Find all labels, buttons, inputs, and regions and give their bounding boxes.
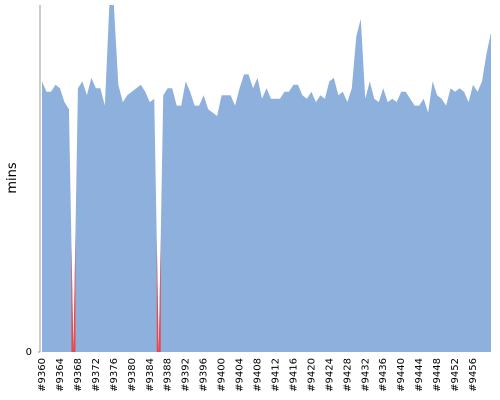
failure-mark <box>156 237 161 352</box>
x-tick-label: #9384 <box>145 358 156 392</box>
x-tick-label: #9412 <box>270 358 281 392</box>
x-tick-label: #9444 <box>414 358 425 392</box>
x-tick-label: #9456 <box>468 358 479 392</box>
y-tick-label: 0 <box>26 347 32 358</box>
area <box>42 5 491 352</box>
x-tick-label: #9376 <box>109 358 120 392</box>
x-tick-label: #9360 <box>37 358 48 392</box>
x-tick-label: #9452 <box>450 358 461 392</box>
x-tick-label: #9368 <box>73 358 84 392</box>
x-tick-label: #9388 <box>163 358 174 392</box>
x-tick-label: #9440 <box>396 358 407 392</box>
x-tick-label: #9372 <box>91 358 102 392</box>
x-tick-label: #9436 <box>378 358 389 392</box>
x-tick-label: #9432 <box>360 358 371 392</box>
x-tick-label: #9408 <box>253 358 264 392</box>
x-tick-label: #9364 <box>55 358 66 392</box>
failure-mark <box>71 234 76 352</box>
x-tick-label: #9428 <box>342 358 353 392</box>
x-tick-label: #9396 <box>199 358 210 392</box>
x-tick-label: #9448 <box>432 358 443 392</box>
x-tick-label: #9404 <box>235 358 246 392</box>
x-tick-label: #9392 <box>181 358 192 392</box>
x-tick-label: #9416 <box>288 358 299 392</box>
y-axis-label: mins <box>5 162 20 194</box>
x-tick-label: #9400 <box>217 358 228 392</box>
x-tick-label: #9380 <box>127 358 138 392</box>
x-tick-label: #9420 <box>306 358 317 392</box>
x-tick-label: #9424 <box>324 358 335 392</box>
